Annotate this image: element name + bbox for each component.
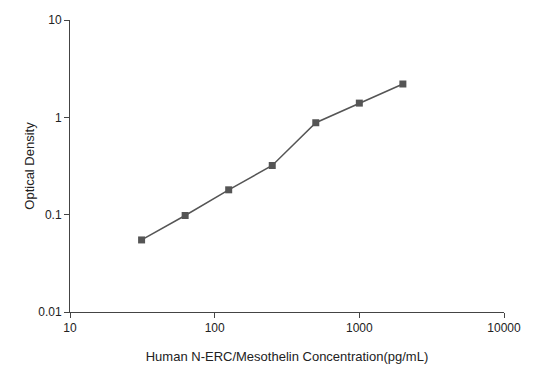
svg-text:0.1: 0.1 [45,208,62,222]
svg-text:1000: 1000 [346,321,373,335]
svg-text:Optical Density: Optical Density [22,122,37,210]
svg-text:10000: 10000 [487,321,521,335]
svg-text:Human N-ERC/Mesothelin Concent: Human N-ERC/Mesothelin Concentration(pg/… [146,349,429,364]
svg-text:10: 10 [48,13,62,27]
svg-text:0.01: 0.01 [38,305,62,319]
svg-text:1: 1 [55,111,62,125]
svg-text:10: 10 [63,321,77,335]
svg-text:100: 100 [205,321,225,335]
